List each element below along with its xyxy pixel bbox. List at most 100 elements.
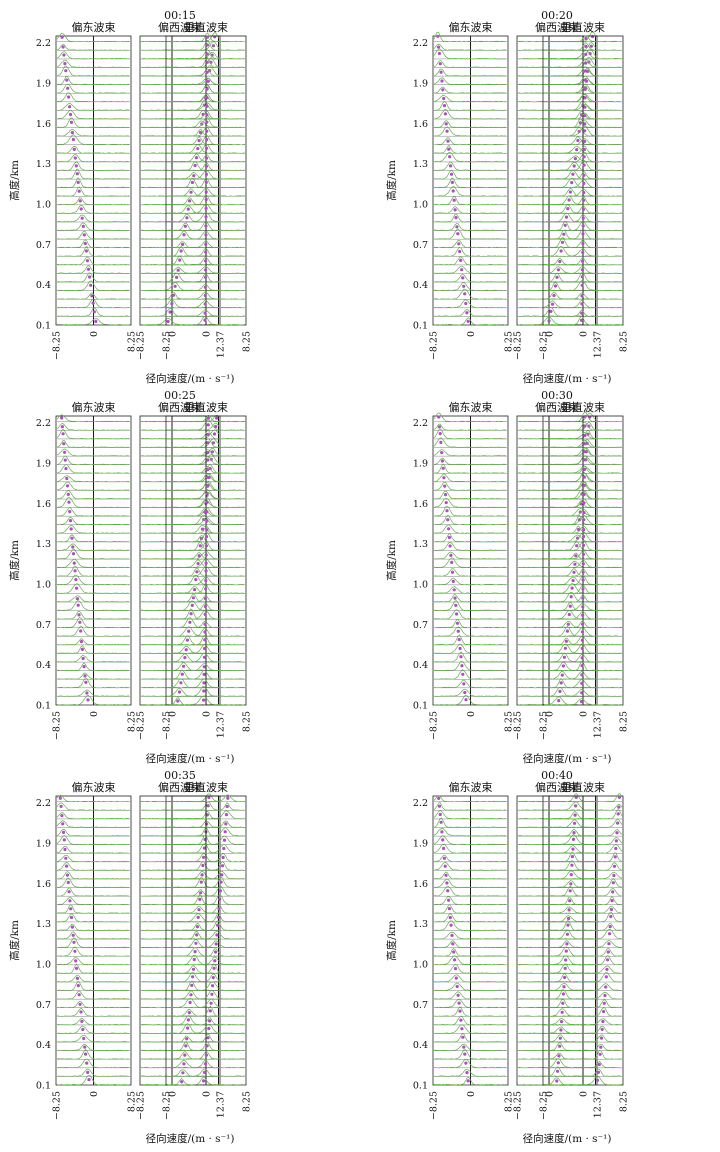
peak-marker — [569, 882, 573, 886]
peak-marker — [465, 311, 469, 315]
x-tick-label: −8.25 — [513, 331, 524, 360]
spectrum-trace — [56, 239, 130, 249]
peak-marker — [202, 846, 206, 850]
spectrum-trace — [166, 678, 246, 689]
peak-marker — [445, 509, 449, 513]
peak-marker — [189, 190, 193, 194]
peak-marker — [610, 899, 614, 903]
spectrum-trace — [166, 1050, 246, 1060]
peak-marker — [582, 155, 586, 159]
panel-title: 偏西波束 — [158, 400, 202, 414]
spectrum-trace — [166, 844, 246, 854]
spectrum-trace — [517, 637, 597, 646]
y-tick-label: 1.6 — [413, 879, 428, 890]
spectrum-trace — [433, 904, 507, 914]
spectrum-trace — [141, 669, 220, 680]
spectrum-trace — [166, 963, 246, 974]
peak-marker — [173, 284, 177, 288]
peak-marker — [563, 966, 567, 970]
peak-marker — [556, 1069, 560, 1073]
peak-marker — [71, 933, 75, 937]
peak-marker — [580, 664, 584, 668]
spectrum-trace — [56, 896, 130, 906]
spectrum-trace — [167, 154, 245, 163]
peak-marker — [455, 621, 460, 625]
peak-marker — [204, 224, 208, 228]
spectrum-trace — [56, 496, 129, 508]
y-tick-label: 1.9 — [36, 459, 51, 470]
y-tick-label: 0.1 — [413, 701, 428, 712]
peak-marker — [185, 216, 189, 220]
peak-marker — [578, 510, 582, 514]
spectrum-trace — [433, 618, 507, 629]
x-tick-label: 0 — [545, 331, 556, 337]
peak-marker — [73, 156, 77, 160]
peak-marker — [581, 613, 585, 617]
spectrum-trace — [56, 448, 130, 457]
spectrum-trace — [433, 308, 507, 317]
peak-marker — [80, 647, 84, 652]
spectrum-trace — [140, 980, 220, 991]
spectrum-trace — [517, 940, 597, 949]
spectrum-trace — [433, 240, 507, 249]
peak-marker — [581, 587, 585, 591]
peak-marker — [79, 1010, 83, 1014]
spectrum-trace — [433, 991, 507, 1000]
peak-marker — [595, 1078, 600, 1082]
spectrum-trace — [433, 437, 507, 448]
x-tick-label: 8.25 — [242, 711, 253, 732]
spectrum-trace — [434, 299, 507, 309]
chart-00-25: 00:25 0.1 0.4 0.7 1.0 1.3 1.6 1.9 2.2 高度/km 径向速度/(… — [8, 389, 253, 765]
spectrum-trace — [57, 946, 130, 957]
peak-marker — [462, 1045, 466, 1049]
spectrum-trace — [140, 965, 220, 974]
y-tick-label: 2.2 — [36, 798, 51, 809]
peak-marker — [582, 534, 586, 539]
peak-marker — [439, 70, 443, 74]
peak-marker — [606, 950, 610, 954]
peak-marker — [453, 208, 457, 212]
peak-marker — [204, 156, 209, 160]
peak-marker — [171, 293, 176, 297]
spectrum-trace — [434, 109, 507, 120]
peak-marker — [605, 967, 609, 972]
peak-marker — [194, 578, 198, 582]
spectrum-trace — [433, 634, 506, 646]
peak-marker — [583, 415, 587, 419]
peak-marker — [581, 596, 585, 600]
x-tick-label: −8.25 — [429, 1091, 440, 1120]
spectrum-trace — [140, 661, 220, 672]
spectrum-trace — [543, 221, 623, 231]
panel-0: 偏东波束 −8.25 0 8.25 — [429, 20, 515, 360]
peak-marker — [195, 570, 199, 574]
x-tick-label: −8.25 — [52, 711, 63, 740]
spectrum-trace — [140, 205, 220, 214]
peak-marker — [451, 579, 455, 584]
spectrum-trace — [543, 698, 623, 706]
spectrum-trace — [543, 490, 622, 500]
peak-marker — [85, 691, 89, 695]
peak-marker — [455, 984, 459, 989]
x-tick-label: 12.37 — [216, 331, 227, 358]
panel-title: 偏东波束 — [72, 400, 116, 414]
spectrum-trace — [433, 885, 507, 897]
spectrum-trace — [543, 439, 622, 448]
peak-marker — [89, 283, 93, 287]
spectrum-trace — [167, 300, 246, 309]
peak-marker — [72, 940, 76, 944]
spectrum-trace — [166, 565, 246, 577]
peak-marker — [452, 198, 456, 202]
peak-marker — [188, 1000, 192, 1005]
spectrum-trace — [543, 947, 623, 957]
peak-marker — [219, 880, 223, 884]
y-tick-label: 0.7 — [36, 620, 51, 631]
spectrum-trace — [56, 957, 130, 966]
spectrum-trace — [57, 169, 129, 180]
spectrum-trace — [543, 809, 623, 820]
peak-marker — [90, 294, 94, 298]
spectrum-trace — [433, 497, 507, 508]
panel-title: 偏东波束 — [449, 400, 493, 414]
spectrum-trace — [57, 913, 129, 923]
peak-marker — [183, 224, 187, 228]
